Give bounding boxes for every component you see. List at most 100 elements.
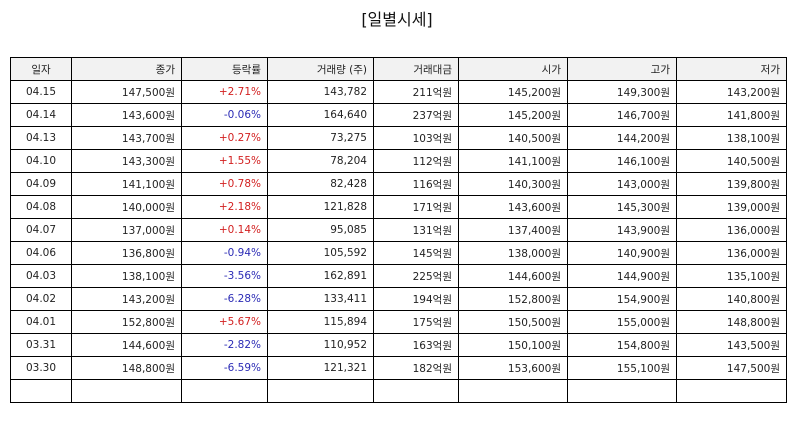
cell-close: 144,600원 xyxy=(71,333,182,357)
cell-low: 139,000원 xyxy=(676,195,787,219)
cell-amount: 145억원 xyxy=(373,241,459,265)
cell-high: 155,100원 xyxy=(567,356,677,380)
table-row: 04.01 152,800원 +5.67% 115,894 175억원 150,500원 1… xyxy=(10,310,787,334)
table-row: 04.06 136,800원 -0.94% 105,592 145억원 138,000원 1… xyxy=(10,241,787,265)
cell-open: 150,100원 xyxy=(458,333,568,357)
cell-date: 04.07 xyxy=(10,218,72,242)
cell-amount xyxy=(373,379,459,403)
table-row: 04.10 143,300원 +1.55% 78,204 112억원 141,100원 14… xyxy=(10,149,787,173)
cell-low: 136,000원 xyxy=(676,241,787,265)
cell-high: 154,900원 xyxy=(567,287,677,311)
cell-amount: 163억원 xyxy=(373,333,459,357)
daily-price-table: 일자 종가 등락률 거래량 (주) 거래대금 시가 고가 저가 04.15 147… xyxy=(10,57,787,403)
cell-volume: 95,085 xyxy=(267,218,374,242)
cell-amount: 103억원 xyxy=(373,126,459,150)
cell-volume: 164,640 xyxy=(267,103,374,127)
cell-open: 145,200원 xyxy=(458,80,568,104)
cell-high: 144,200원 xyxy=(567,126,677,150)
cell-open: 138,000원 xyxy=(458,241,568,265)
cell-date: 04.01 xyxy=(10,310,72,334)
cell-volume: 115,894 xyxy=(267,310,374,334)
table-row: 04.13 143,700원 +0.27% 73,275 103억원 140,500원 14… xyxy=(10,126,787,150)
cell-amount: 171억원 xyxy=(373,195,459,219)
cell-volume: 121,828 xyxy=(267,195,374,219)
cell-open: 143,600원 xyxy=(458,195,568,219)
cell-close: 138,100원 xyxy=(71,264,182,288)
cell-change-rate: +0.78% xyxy=(181,172,268,196)
cell-high: 146,700원 xyxy=(567,103,677,127)
cell-change-rate: +2.71% xyxy=(181,80,268,104)
cell-change-rate: -3.56% xyxy=(181,264,268,288)
table-row: 03.31 144,600원 -2.82% 110,952 163억원 150,100원 1… xyxy=(10,333,787,357)
cell-amount: 225억원 xyxy=(373,264,459,288)
header-volume: 거래량 (주) xyxy=(267,57,374,81)
header-high: 고가 xyxy=(567,57,677,81)
header-date: 일자 xyxy=(10,57,72,81)
cell-close: 137,000원 xyxy=(71,218,182,242)
cell-close: 141,100원 xyxy=(71,172,182,196)
cell-date: 04.13 xyxy=(10,126,72,150)
cell-open: 140,300원 xyxy=(458,172,568,196)
cell-volume: 82,428 xyxy=(267,172,374,196)
table-row: 04.09 141,100원 +0.78% 82,428 116억원 140,300원 14… xyxy=(10,172,787,196)
header-open: 시가 xyxy=(458,57,568,81)
cell-high: 149,300원 xyxy=(567,80,677,104)
cell-high: 146,100원 xyxy=(567,149,677,173)
table-row: 03.30 148,800원 -6.59% 121,321 182억원 153,600원 1… xyxy=(10,356,787,380)
table-row: 04.02 143,200원 -6.28% 133,411 194억원 152,800원 1… xyxy=(10,287,787,311)
cell-open: 144,600원 xyxy=(458,264,568,288)
cell-date: 03.31 xyxy=(10,333,72,357)
cell-volume: 73,275 xyxy=(267,126,374,150)
cell-low: 140,800원 xyxy=(676,287,787,311)
cell-open: 140,500원 xyxy=(458,126,568,150)
cell-date: 04.09 xyxy=(10,172,72,196)
cell-amount: 194억원 xyxy=(373,287,459,311)
cell-low: 148,800원 xyxy=(676,310,787,334)
cell-change-rate: +1.55% xyxy=(181,149,268,173)
table-row: 04.14 143,600원 -0.06% 164,640 237억원 145,200원 1… xyxy=(10,103,787,127)
cell-low: 139,800원 xyxy=(676,172,787,196)
cell-high: 143,000원 xyxy=(567,172,677,196)
cell-close: 143,300원 xyxy=(71,149,182,173)
cell-amount: 182억원 xyxy=(373,356,459,380)
cell-date: 04.08 xyxy=(10,195,72,219)
cell-high: 143,900원 xyxy=(567,218,677,242)
cell-low: 140,500원 xyxy=(676,149,787,173)
cell-change-rate: +0.27% xyxy=(181,126,268,150)
cell-amount: 211억원 xyxy=(373,80,459,104)
cell-high: 140,900원 xyxy=(567,241,677,265)
cell-date: 04.03 xyxy=(10,264,72,288)
cell-change-rate: +5.67% xyxy=(181,310,268,334)
cell-date: 04.02 xyxy=(10,287,72,311)
cell-close: 152,800원 xyxy=(71,310,182,334)
cell-volume: 105,592 xyxy=(267,241,374,265)
cell-change-rate xyxy=(181,379,268,403)
cell-low xyxy=(676,379,787,403)
cell-date: 04.14 xyxy=(10,103,72,127)
cell-date: 04.10 xyxy=(10,149,72,173)
cell-volume xyxy=(267,379,374,403)
cell-open xyxy=(458,379,568,403)
table-row: 04.08 140,000원 +2.18% 121,828 171억원 143,600원 1… xyxy=(10,195,787,219)
cell-volume: 162,891 xyxy=(267,264,374,288)
cell-volume: 78,204 xyxy=(267,149,374,173)
cell-low: 141,800원 xyxy=(676,103,787,127)
cell-close: 147,500원 xyxy=(71,80,182,104)
cell-amount: 112억원 xyxy=(373,149,459,173)
cell-open: 137,400원 xyxy=(458,218,568,242)
cell-date: 03.30 xyxy=(10,356,72,380)
table-row: 04.15 147,500원 +2.71% 143,782 211억원 145,200원 1… xyxy=(10,80,787,104)
header-close: 종가 xyxy=(71,57,182,81)
table-header-row: 일자 종가 등락률 거래량 (주) 거래대금 시가 고가 저가 xyxy=(10,57,787,81)
cell-change-rate: -6.28% xyxy=(181,287,268,311)
cell-date: 04.15 xyxy=(10,80,72,104)
cell-volume: 143,782 xyxy=(267,80,374,104)
cell-low: 143,500원 xyxy=(676,333,787,357)
header-amount: 거래대금 xyxy=(373,57,459,81)
header-low: 저가 xyxy=(676,57,787,81)
table-row: 04.07 137,000원 +0.14% 95,085 131억원 137,400원 14… xyxy=(10,218,787,242)
cell-change-rate: -2.82% xyxy=(181,333,268,357)
cell-high: 155,000원 xyxy=(567,310,677,334)
cell-close: 143,200원 xyxy=(71,287,182,311)
cell-volume: 133,411 xyxy=(267,287,374,311)
